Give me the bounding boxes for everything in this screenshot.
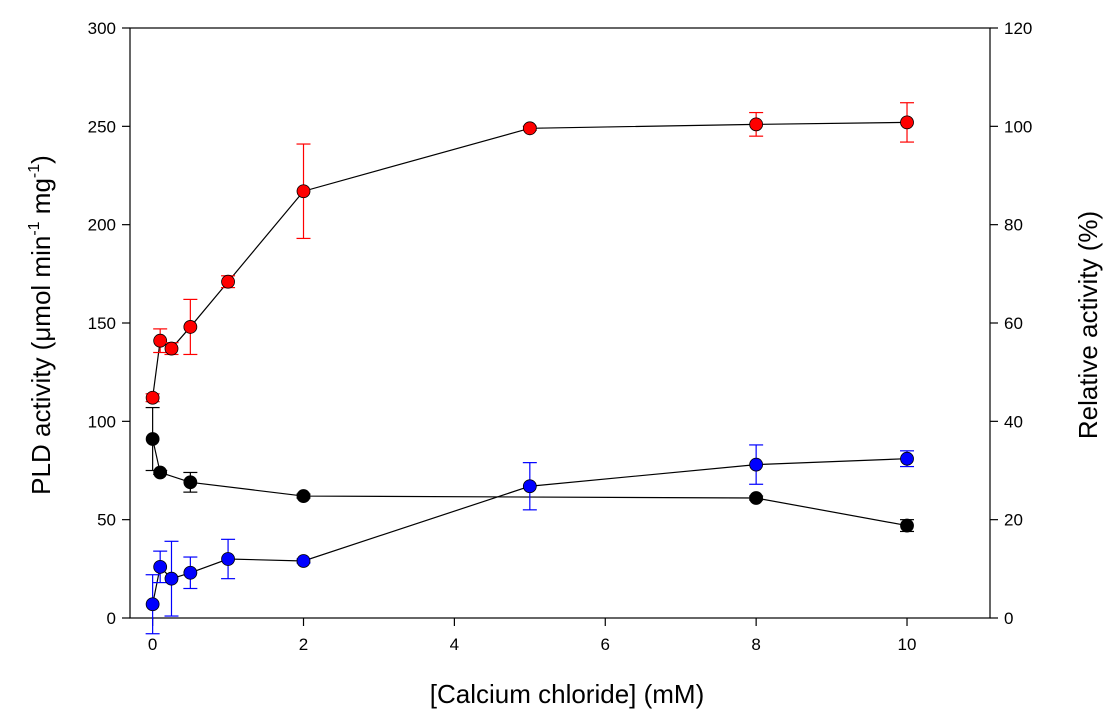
data-point — [145, 432, 160, 446]
series-layer — [145, 102, 915, 635]
y-tick-label: 50 — [97, 511, 116, 530]
data-point — [749, 457, 764, 472]
series-line — [152, 121, 908, 398]
y2-tick-label: 40 — [1004, 412, 1023, 431]
data-point — [522, 121, 537, 136]
plot-border — [129, 27, 991, 619]
x-tick-label: 10 — [898, 635, 917, 654]
data-point — [145, 597, 160, 612]
x-axis: 0 2 4 6 8 10 — [148, 618, 917, 654]
y-tick-label: 250 — [88, 117, 116, 136]
y2-tick-label: 80 — [1004, 216, 1023, 235]
data-point — [183, 475, 198, 490]
y-tick-label: 0 — [107, 609, 116, 628]
y2-tick-label: 120 — [1004, 19, 1032, 38]
plot-frame — [129, 27, 991, 619]
y-axis-left: 0 50 100 150 200 250 300 — [88, 19, 130, 628]
y-tick-label: 200 — [88, 216, 116, 235]
y-tick-label: 300 — [88, 19, 116, 38]
x-tick-label: 2 — [299, 635, 308, 654]
y-axis-title-prefix: PLD activity (μmol min — [26, 236, 56, 495]
data-point — [145, 390, 160, 405]
y-axis-title-sup1: -1 — [26, 221, 43, 235]
y-axis-right: 0 20 40 60 80 100 120 — [990, 19, 1032, 628]
data-point — [900, 518, 914, 533]
data-point — [296, 489, 311, 503]
x-tick-label: 4 — [450, 635, 459, 654]
data-point — [153, 333, 168, 348]
data-point — [221, 274, 235, 289]
series-2 — [145, 444, 915, 635]
y-tick-label: 150 — [88, 314, 116, 333]
series-1 — [145, 406, 915, 533]
data-point — [153, 465, 168, 480]
data-point — [900, 115, 914, 130]
y-axis-title-sup2: -1 — [26, 164, 43, 178]
data-point — [183, 320, 198, 334]
data-point — [153, 559, 168, 574]
data-point — [749, 117, 764, 132]
y2-tick-label: 20 — [1004, 511, 1023, 530]
x-tick-label: 6 — [601, 635, 610, 654]
data-point — [164, 341, 179, 356]
y-axis-title-suffix: ) — [26, 155, 56, 164]
y2-tick-label: 100 — [1004, 117, 1032, 136]
data-point — [296, 184, 311, 199]
data-point — [296, 554, 311, 568]
y-axis-title: PLD activity (μmol min-1 mg-1) — [26, 155, 56, 495]
y2-tick-label: 60 — [1004, 314, 1023, 333]
x-tick-label: 0 — [148, 635, 157, 654]
data-point — [183, 565, 198, 580]
y-tick-label: 100 — [88, 412, 116, 431]
x-axis-title: [Calcium chloride] (mM) — [430, 679, 705, 709]
data-point — [164, 571, 179, 586]
series-0 — [145, 102, 915, 405]
data-point — [221, 552, 235, 566]
y2-tick-label: 0 — [1004, 609, 1013, 628]
data-point — [900, 451, 914, 466]
data-point — [522, 479, 537, 494]
data-point — [749, 491, 764, 505]
x-tick-label: 8 — [751, 635, 760, 654]
y2-axis-title: Relative activity (%) — [1073, 211, 1103, 439]
y-axis-title-middle: mg — [26, 178, 56, 221]
